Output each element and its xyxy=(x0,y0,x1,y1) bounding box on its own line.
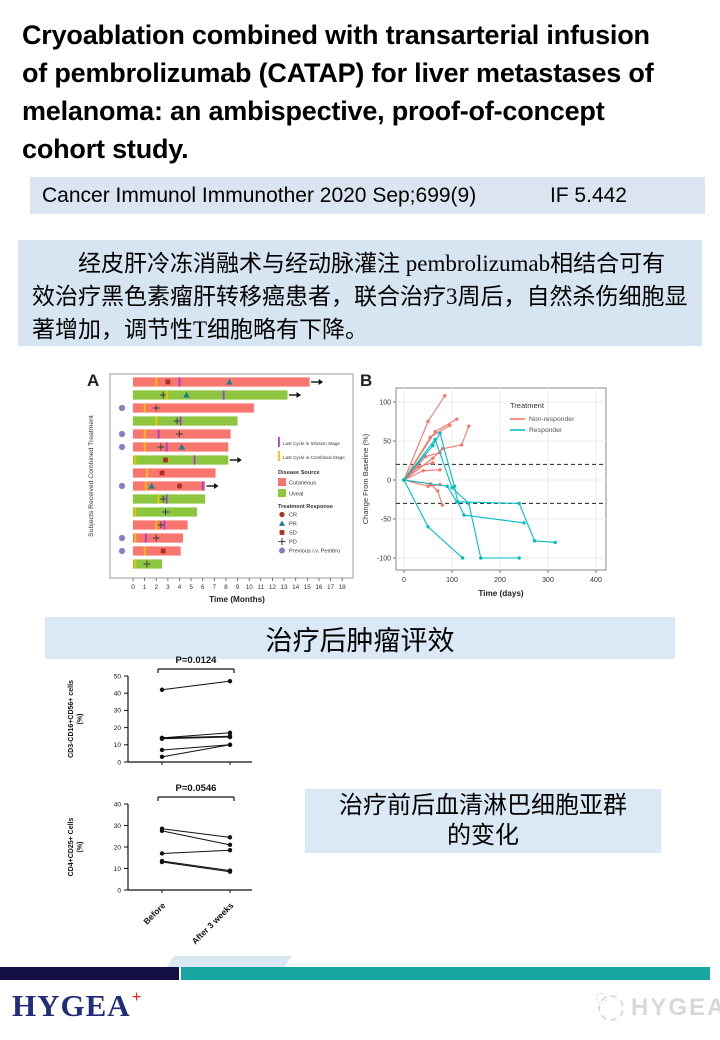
svg-text:10: 10 xyxy=(114,866,122,873)
svg-text:PD: PD xyxy=(289,540,297,546)
svg-text:CD4+CD25+ Cells(%): CD4+CD25+ Cells (%) xyxy=(68,818,84,877)
svg-text:Time (Months): Time (Months) xyxy=(209,595,265,604)
svg-text:Last Cycle in Combined Stage: Last Cycle in Combined Stage xyxy=(283,455,345,460)
svg-text:40: 40 xyxy=(114,691,122,698)
swimmer-plot: A 0 1 2 3 4 5 6 7 8 9 10 11 12 13 14 15 16 17 18 Time (Month… xyxy=(85,366,371,612)
summary-box: 经皮肝冷冻消融术与经动脉灌注 pembrolizumab相结合可有效治疗黑色素瘤… xyxy=(18,240,702,346)
svg-text:400: 400 xyxy=(590,577,602,584)
svg-text:17: 17 xyxy=(327,584,335,591)
svg-text:Treatment: Treatment xyxy=(510,401,545,410)
svg-text:18: 18 xyxy=(339,584,347,591)
svg-text:B: B xyxy=(360,371,372,390)
citation-bar: Cancer Immunol Immunother 2020 Sep;699(9… xyxy=(30,177,705,214)
svg-text:100: 100 xyxy=(379,400,391,407)
treg-cells-paired-chart: P=0.0546 0 10 20 30 40 CD4+CD25+ Cells (%) Befor… xyxy=(62,780,262,948)
spider-plot: B 0 100 200 300 400 -100 -50 0 50 100 Time (days) Ch… xyxy=(358,366,650,608)
svg-text:10: 10 xyxy=(114,742,122,749)
title-line-4: cohort study. xyxy=(22,134,189,164)
hygea-logo: HYGEA + xyxy=(12,988,142,1024)
svg-text:0: 0 xyxy=(117,887,121,894)
svg-text:-100: -100 xyxy=(377,556,391,563)
caption-lymphocyte-line2: 的变化 xyxy=(447,823,519,849)
svg-text:14: 14 xyxy=(292,584,300,591)
svg-text:15: 15 xyxy=(304,584,312,591)
svg-text:30: 30 xyxy=(114,823,122,830)
journal-citation: Cancer Immunol Immunother 2020 Sep;699(9… xyxy=(42,183,477,207)
svg-text:CD3-CD16+CD56+ cells(%): CD3-CD16+CD56+ cells (%) xyxy=(68,680,84,758)
svg-text:1: 1 xyxy=(143,584,147,591)
title-line-2: of pembrolizumab (CATAP) for liver metas… xyxy=(22,58,654,88)
svg-text:7: 7 xyxy=(213,584,217,591)
svg-text:8: 8 xyxy=(224,584,228,591)
svg-text:0: 0 xyxy=(387,478,391,485)
svg-text:16: 16 xyxy=(315,584,323,591)
impact-factor: IF 5.442 xyxy=(549,183,627,207)
summary-text: 经皮肝冷冻消融术与经动脉灌注 pembrolizumab相结合可有效治疗黑色素瘤… xyxy=(32,251,688,342)
svg-text:9: 9 xyxy=(236,584,240,591)
svg-text:P=0.0546: P=0.0546 xyxy=(176,783,217,794)
chart-canvas-paired: P=0.0124 0 10 20 30 40 50 CD3-CD16+CD56+ cells(… xyxy=(68,655,252,766)
caption-lymphocyte-line1: 治疗前后血清淋巴细胞亚群 xyxy=(339,793,627,819)
svg-text:13: 13 xyxy=(281,584,289,591)
svg-text:Time (days): Time (days) xyxy=(478,589,524,598)
svg-text:0: 0 xyxy=(131,584,135,591)
caption-lymphocyte-subsets: 治疗前后血清淋巴细胞亚群 的变化 xyxy=(305,789,661,853)
svg-text:Disease Source: Disease Source xyxy=(278,470,320,476)
svg-text:5: 5 xyxy=(189,584,193,591)
svg-text:CR: CR xyxy=(289,513,297,519)
svg-text:Last Cycle in Infusion Stage: Last Cycle in Infusion Stage xyxy=(283,441,340,446)
footer-bar-teal xyxy=(181,967,710,980)
svg-text:11: 11 xyxy=(257,584,264,591)
svg-text:Previous i.v. Pembro: Previous i.v. Pembro xyxy=(289,549,340,555)
svg-text:100: 100 xyxy=(446,577,458,584)
svg-text:300: 300 xyxy=(542,577,554,584)
svg-text:0: 0 xyxy=(117,759,121,766)
svg-text:200: 200 xyxy=(494,577,506,584)
hygea-watermark: HYGEA xyxy=(596,993,720,1022)
title-line-3: melanoma: an ambispective, proof-of-conc… xyxy=(22,96,605,126)
footer-bar-navy xyxy=(0,967,179,980)
svg-text:3: 3 xyxy=(166,584,170,591)
svg-text:50: 50 xyxy=(114,673,122,680)
svg-text:20: 20 xyxy=(114,725,122,732)
svg-text:Change From Baseline (%): Change From Baseline (%) xyxy=(361,433,370,524)
hygea-logo-text: HYGEA xyxy=(12,988,131,1023)
watermark-emblem-icon xyxy=(596,993,624,1021)
svg-text:PR: PR xyxy=(289,522,297,528)
chart-canvas-spider: B 0 100 200 300 400 -100 -50 0 50 100 Time (days) Ch… xyxy=(360,371,607,598)
svg-text:2: 2 xyxy=(154,584,158,591)
page-title: Cryoablation combined with transarterial… xyxy=(22,16,706,168)
caption-tumor-response-text: 治疗后肿瘤评效 xyxy=(265,625,455,656)
svg-text:A: A xyxy=(87,371,99,390)
nk-cells-paired-chart: P=0.0124 0 10 20 30 40 50 CD3-CD16+CD56+ cells(… xyxy=(62,652,262,780)
svg-text:After 3 weeks: After 3 weeks xyxy=(190,900,236,946)
svg-text:6: 6 xyxy=(201,584,205,591)
watermark-text: HYGEA xyxy=(631,994,720,1021)
chart-canvas-paired: P=0.0546 0 10 20 30 40 CD4+CD25+ Cells (%) Befor… xyxy=(68,783,252,946)
svg-text:30: 30 xyxy=(114,708,122,715)
svg-text:SD: SD xyxy=(289,531,297,537)
svg-text:0: 0 xyxy=(402,577,406,584)
svg-text:50: 50 xyxy=(383,439,391,446)
svg-text:P=0.0124: P=0.0124 xyxy=(176,655,218,666)
svg-text:Subjects Received Combined Tre: Subjects Received Combined Treatment xyxy=(88,415,95,537)
svg-text:-50: -50 xyxy=(381,517,391,524)
svg-text:Before: Before xyxy=(141,900,167,926)
svg-text:Treatment Response: Treatment Response xyxy=(278,504,333,510)
caption-tumor-response: 治疗后肿瘤评效 xyxy=(45,617,675,659)
svg-text:Uveal: Uveal xyxy=(289,492,303,498)
svg-text:10: 10 xyxy=(246,584,254,591)
svg-text:12: 12 xyxy=(269,584,277,591)
svg-text:Non-responder: Non-responder xyxy=(529,416,575,423)
svg-text:4: 4 xyxy=(178,584,182,591)
svg-text:20: 20 xyxy=(114,844,122,851)
logo-cross-icon: + xyxy=(131,987,143,1006)
svg-text:Cutaneous: Cutaneous xyxy=(289,481,316,487)
svg-text:Responder: Responder xyxy=(529,427,563,434)
svg-text:40: 40 xyxy=(114,801,122,808)
title-line-1: Cryoablation combined with transarterial… xyxy=(22,20,650,50)
